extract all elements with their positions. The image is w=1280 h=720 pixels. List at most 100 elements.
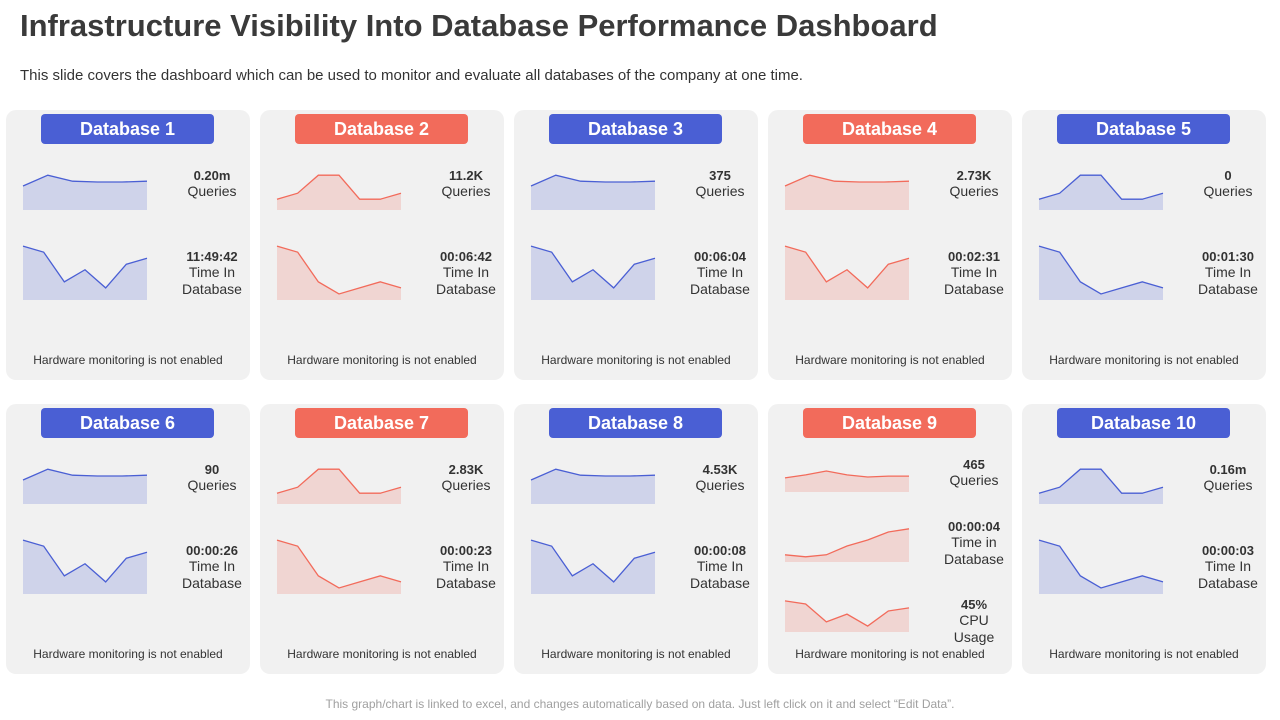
sparkline: [276, 468, 402, 504]
sparkline-line: [530, 468, 656, 481]
sparkline-area: [785, 600, 909, 632]
sparkline-area: [1039, 540, 1163, 594]
metric-label: Queries: [949, 183, 999, 199]
sparkline: [22, 174, 148, 210]
database-card: Database 1 0.20m Queries 11:49:42 Time In Da…: [6, 110, 250, 380]
metric-label: Queries: [949, 472, 999, 488]
card-title: Database 3: [549, 114, 722, 144]
metric-value: 11.2K: [449, 168, 483, 183]
sparkline-line: [276, 174, 402, 200]
sparkline-area: [531, 469, 655, 504]
metric-value: 0.16m: [1209, 462, 1247, 477]
sparkline: [1038, 174, 1164, 210]
card-title: Database 1: [41, 114, 214, 144]
sparkline: [276, 174, 402, 210]
metric-label: Time In Database: [1198, 264, 1258, 297]
sparkline-area: [23, 540, 147, 594]
metric-label: Queries: [695, 477, 745, 493]
metric-label: Time In Database: [690, 264, 750, 297]
sparkline: [1038, 539, 1164, 594]
metric-label: Time In Database: [944, 264, 1004, 297]
card-footer: Hardware monitoring is not enabled: [795, 353, 985, 367]
metric-label: Time In Database: [436, 558, 496, 591]
sparkline: [530, 245, 656, 300]
sparkline: [784, 245, 910, 300]
card-footer: Hardware monitoring is not enabled: [287, 647, 477, 661]
sparkline-line: [22, 539, 148, 583]
sparkline: [22, 539, 148, 594]
database-card: Database 10 0.16m Queries 00:00:03 Time In D…: [1022, 404, 1266, 674]
metric-label: Queries: [1203, 477, 1253, 493]
sparkline-line: [530, 174, 656, 187]
sparkline-area: [785, 175, 909, 210]
sparkline-area: [1039, 175, 1163, 210]
card-title: Database 10: [1057, 408, 1230, 438]
page-subtitle: This slide covers the dashboard which ca…: [20, 67, 803, 84]
metric-value: 00:00:26: [185, 543, 239, 558]
card-title: Database 6: [41, 408, 214, 438]
sparkline: [22, 468, 148, 504]
database-card: Database 4 2.73K Queries 00:02:31 Time In Da…: [768, 110, 1012, 380]
metric-label: Queries: [441, 477, 491, 493]
metric-label: Queries: [187, 477, 237, 493]
sparkline-area: [23, 469, 147, 504]
sparkline-area: [785, 528, 909, 562]
card-title: Database 4: [803, 114, 976, 144]
metric-value: 00:02:31: [947, 249, 1001, 264]
database-card: Database 5 0 Queries 00:01:30 Time In Databa…: [1022, 110, 1266, 380]
sparkline-area: [1039, 469, 1163, 504]
sparkline-line: [22, 468, 148, 481]
sparkline-line: [784, 470, 909, 479]
sparkline-line: [276, 245, 402, 295]
sparkline-line: [530, 245, 656, 289]
sparkline-line: [784, 174, 910, 187]
card-footer: Hardware monitoring is not enabled: [541, 353, 731, 367]
sparkline-line: [1038, 468, 1164, 494]
sparkline: [530, 539, 656, 594]
sparkline-area: [1039, 246, 1163, 300]
metric-value: 2.73K: [956, 168, 992, 183]
database-card: Database 2 11.2K Queries 00:06:42 Time In Da…: [260, 110, 504, 380]
card-title: Database 9: [803, 408, 976, 438]
metric-value: 465: [963, 457, 985, 472]
sparkline-area: [531, 246, 655, 300]
metric-value: 00:00:04: [947, 519, 1001, 534]
database-card: Database 8 4.53K Queries 00:00:08 Time In Da…: [514, 404, 758, 674]
sparkline: [784, 600, 910, 632]
metric-value: 00:00:23: [439, 543, 493, 558]
sparkline-area: [531, 175, 655, 210]
sparkline-area: [23, 246, 147, 300]
sparkline: [530, 468, 656, 504]
metric-value: 00:06:04: [693, 249, 747, 264]
sparkline-line: [784, 600, 910, 627]
sparkline: [276, 539, 402, 594]
sparkline-line: [784, 245, 910, 289]
sparkline-line: [1038, 174, 1164, 200]
sparkline: [1038, 468, 1164, 504]
sparkline-line: [1038, 539, 1164, 589]
page-title: Infrastructure Visibility Into Database …: [20, 8, 938, 43]
sparkline-area: [531, 540, 655, 594]
metric-value: 0.20m: [193, 168, 231, 183]
metric-value: 375: [709, 168, 731, 183]
metric-label: Queries: [441, 183, 491, 199]
footnote: This graph/chart is linked to excel, and…: [325, 697, 955, 711]
metric-value: 90: [204, 462, 220, 477]
metric-label: Time In Database: [1198, 558, 1258, 591]
database-card: Database 9 465 Queries 00:00:04 Time in Data…: [768, 404, 1012, 674]
card-footer: Hardware monitoring is not enabled: [795, 647, 985, 661]
metric-value: 00:06:42: [439, 249, 493, 264]
sparkline: [784, 174, 910, 210]
metric-label: CPU Usage: [953, 612, 995, 645]
card-footer: Hardware monitoring is not enabled: [287, 353, 477, 367]
database-card: Database 3 375 Queries 00:06:04 Time In Data…: [514, 110, 758, 380]
sparkline-area: [785, 246, 909, 300]
card-footer: Hardware monitoring is not enabled: [33, 647, 223, 661]
sparkline-line: [276, 539, 402, 589]
card-title: Database 2: [295, 114, 468, 144]
metric-value: 45%: [960, 597, 988, 612]
metric-label: Time in Database: [944, 534, 1004, 567]
metric-value: 11:49:42: [186, 249, 238, 264]
card-title: Database 7: [295, 408, 468, 438]
